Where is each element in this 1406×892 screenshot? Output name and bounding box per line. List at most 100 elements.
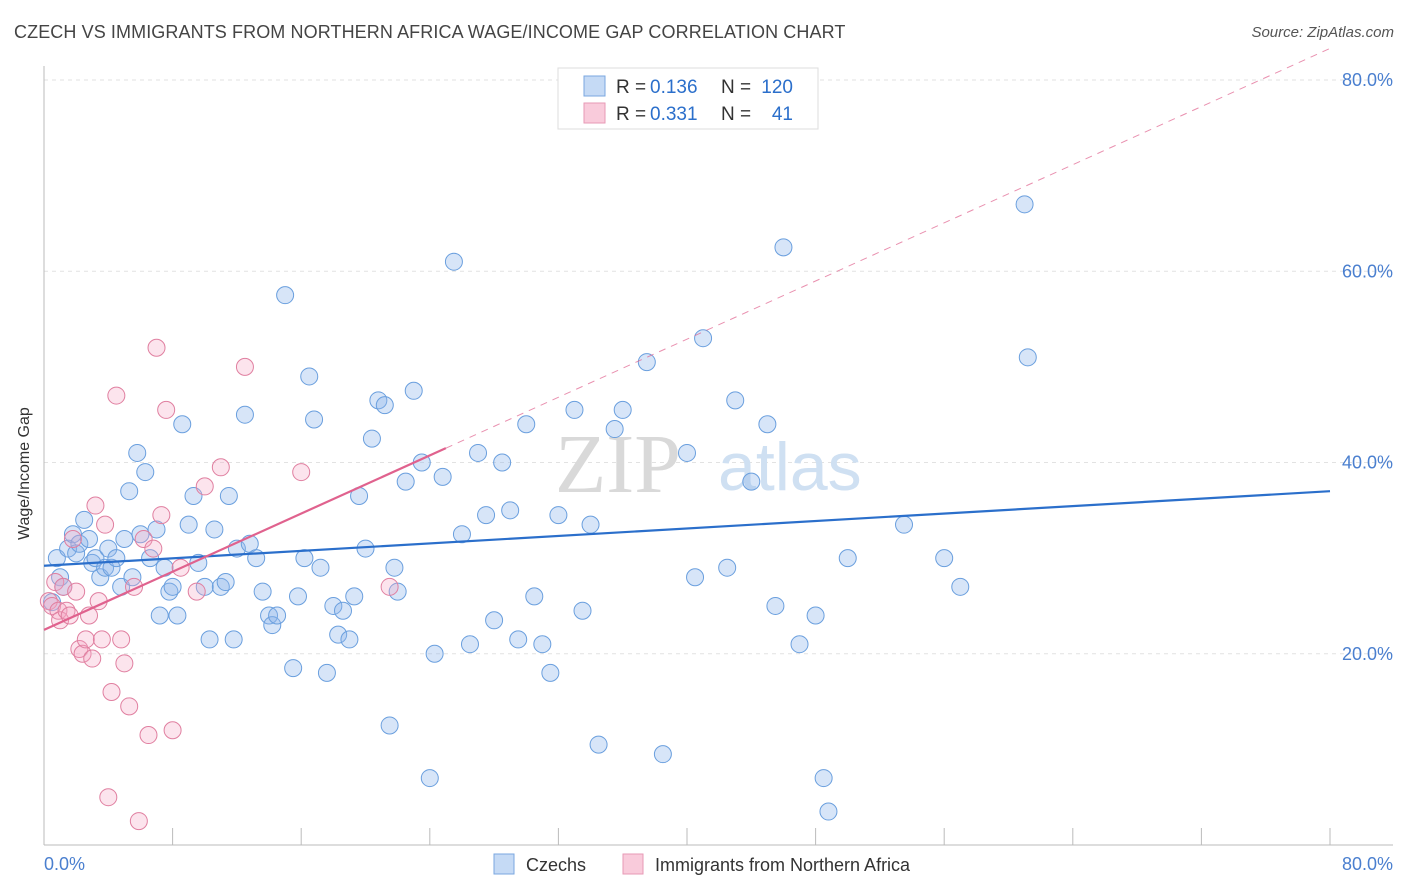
immigrants-point [102,683,121,701]
czechs-point [329,625,348,644]
n-label-2: N = [721,104,751,125]
immigrants-point [139,726,158,745]
czechs-point [420,769,439,788]
czechs-point [477,506,496,525]
czechs-point [253,582,272,601]
immigrants-point [96,515,115,534]
czechs-point [51,568,70,587]
czechs-point [295,549,314,568]
czechs-point [284,659,303,678]
czechs-point [541,663,560,682]
czechs-point [589,735,608,754]
immigrants-trend-line [43,447,447,631]
czechs-point [340,630,359,649]
czechs-point [742,472,761,491]
immigrants-point [112,630,131,649]
czechs-point [300,367,319,386]
czechs-point [396,472,415,491]
axes [43,66,1393,846]
immigrants-point [292,463,311,482]
immigrants-point [129,812,148,831]
czechs-point [581,515,600,534]
czechs-point [485,611,504,630]
czechs-point [173,415,192,434]
czechs-point [107,549,126,568]
czechs-point [517,415,536,434]
immigrants-point [120,697,139,716]
czechs-point [460,635,479,654]
czechs-point [1018,348,1037,367]
immigrants-point [157,400,176,419]
czechs-point [163,577,182,596]
czechs-point [686,568,705,587]
legend-czechs-swatch [493,853,515,875]
immigrants-point [187,582,206,601]
immigrants-point [63,530,82,548]
czechs-point [305,410,324,429]
immigrants-point [380,577,399,596]
czechs-point [895,515,914,534]
czechs-point [211,577,230,596]
r-value-1: 0.136 [650,77,698,98]
czechs-point [694,329,713,348]
n-value-1: 120 [761,77,793,98]
czechs-point [790,635,809,654]
czechs-point [509,630,528,649]
czechs-point [235,405,254,424]
czechs-point [288,587,307,606]
czechs-point [276,286,295,305]
czechs-point [433,467,452,486]
czechs-point [268,606,287,625]
czechs-point [205,520,224,539]
czechs-point [549,506,568,525]
czechs-point [774,238,793,257]
czechs-point [147,520,166,539]
czechs-point [200,630,219,649]
czechs-point [565,400,584,419]
czechs-point [75,510,94,529]
immigrants-point [83,649,102,668]
czechs-point [216,573,235,592]
immigrants-point [70,639,89,658]
immigrants-point [86,496,105,515]
czechs-point [160,582,179,601]
czechs-point [678,443,696,462]
czechs-point [150,606,169,625]
series-legend: Czechs Immigrants from Northern Africa [493,853,911,875]
czechs-point [120,482,139,501]
immigrants-point [144,539,163,558]
czechs-point [324,596,343,615]
czechs-point [613,400,632,419]
czechs-swatch [583,75,606,97]
czechs-point [637,353,656,372]
r-label-2: R = [616,104,646,125]
y-tick-label: 20.0% [1342,644,1393,664]
czechs-point [317,663,336,682]
czechs-point [385,558,404,577]
r-label-1: R = [616,77,646,98]
legend-immigrants-swatch [622,853,644,875]
czechs-point [115,530,134,548]
czechs-point [469,443,488,462]
data-points [39,195,1037,831]
immigrants-point [99,788,118,807]
x-tick-label: 0.0% [44,854,85,874]
czechs-point [573,601,592,620]
czechs-point [345,587,364,606]
immigrants-point [39,592,58,611]
watermark-zip: ZIP [555,418,681,511]
czechs-point [380,716,399,735]
czechs-point [1015,195,1034,214]
legend-czechs-label: Czechs [526,855,586,875]
trend-lines [43,47,1331,631]
czechs-point [425,644,444,663]
czechs-point [67,544,86,563]
chart-title: CZECH VS IMMIGRANTS FROM NORTHERN AFRICA… [14,22,846,42]
czechs-point [263,616,282,635]
czechs-point [444,252,463,271]
czechs-point [766,596,785,615]
immigrants-point [73,644,92,663]
czechs-point [404,381,423,400]
czechs-point [179,515,198,534]
